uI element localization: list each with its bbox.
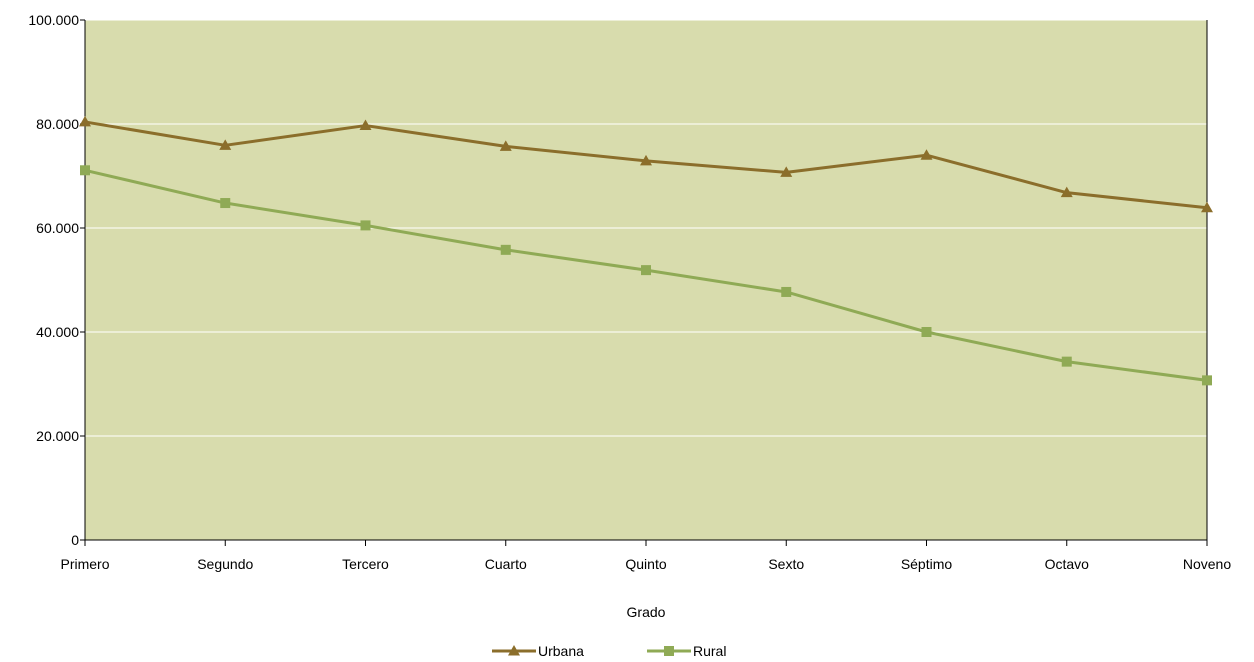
y-tick-label: 0 [71,532,79,548]
legend: Urbana Rural [492,643,726,659]
data-point-urbana [780,166,793,177]
legend-label: Urbana [538,643,584,659]
x-tick-label: Octavo [1045,556,1090,572]
plot-area [85,20,1207,540]
x-tick-label: Segundo [197,556,253,572]
series-group [79,115,1213,386]
data-point-urbana [359,119,372,131]
data-point-rural [220,198,231,209]
legend-swatch-marker [508,645,520,656]
data-point-urbana [920,149,933,160]
series-urbana [79,115,1213,213]
x-axis-ticks: Primero Segundo Tercero Cuarto Quinto Sexto Sé… [60,540,1231,572]
data-point-urbana [219,139,232,150]
data-point-urbana [79,115,91,127]
data-point-urbana [499,140,512,151]
x-tick-label: Séptimo [901,556,953,572]
data-point-rural [360,220,371,231]
x-axis-title: Grado [627,604,666,620]
legend-label: Rural [693,643,726,659]
y-tick-label: 80.000 [36,116,79,132]
data-point-urbana [1060,186,1073,198]
x-tick-label: Sexto [768,556,804,572]
data-point-rural [641,265,651,276]
legend-item-rural: Rural [647,643,726,659]
x-tick-label: Quinto [625,556,666,572]
y-tick-label: 20.000 [36,428,79,444]
data-point-rural [921,327,932,337]
y-tick-label: 40.000 [36,324,79,340]
data-point-urbana [640,154,652,166]
legend-swatch-marker [664,646,674,656]
data-point-rural [1061,356,1072,367]
legend-item-urbana: Urbana [492,643,584,659]
y-tick-label: 100.000 [28,12,79,28]
data-point-urbana [1201,201,1213,213]
x-tick-label: Primero [60,556,109,572]
y-axis-ticks: 0 20.000 40.000 60.000 80.000 100.000 [28,12,85,548]
data-point-rural [781,286,792,297]
x-tick-label: Cuarto [485,556,527,572]
x-tick-label: Tercero [342,556,389,572]
gridlines [85,19,1207,437]
data-point-rural [1202,375,1212,386]
data-point-rural [500,244,511,255]
series-rural [80,165,1212,386]
y-tick-label: 60.000 [36,220,79,236]
x-tick-label: Noveno [1183,556,1231,572]
data-point-rural [80,165,90,176]
